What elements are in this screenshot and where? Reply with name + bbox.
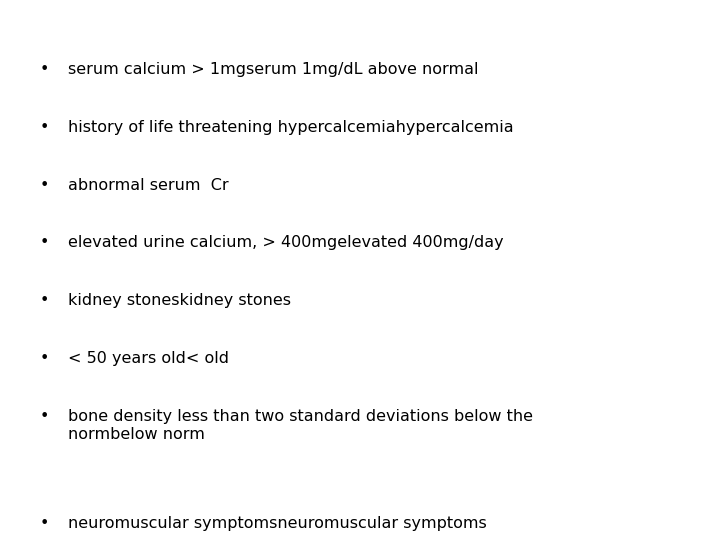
Text: •: • (40, 120, 49, 135)
Text: elevated urine calcium, > 400mgelevated 400mg/day: elevated urine calcium, > 400mgelevated … (68, 235, 504, 251)
Text: •: • (40, 235, 49, 251)
Text: •: • (40, 351, 49, 366)
Text: •: • (40, 293, 49, 308)
Text: neuromuscular symptomsneuromuscular symptoms: neuromuscular symptomsneuromuscular symp… (68, 516, 487, 531)
Text: •: • (40, 178, 49, 193)
Text: kidney stoneskidney stones: kidney stoneskidney stones (68, 293, 292, 308)
Text: •: • (40, 62, 49, 77)
Text: •: • (40, 516, 49, 531)
Text: •: • (40, 409, 49, 424)
Text: bone density less than two standard deviations below the
normbelow norm: bone density less than two standard devi… (68, 409, 534, 442)
Text: serum calcium > 1mgserum 1mg/dL above normal: serum calcium > 1mgserum 1mg/dL above no… (68, 62, 479, 77)
Text: < 50 years old< old: < 50 years old< old (68, 351, 230, 366)
Text: history of life threatening hypercalcemiahypercalcemia: history of life threatening hypercalcemi… (68, 120, 514, 135)
Text: abnormal serum  Cr: abnormal serum Cr (68, 178, 229, 193)
